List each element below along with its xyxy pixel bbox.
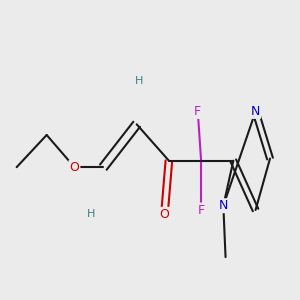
Text: O: O [70, 160, 80, 174]
Text: H: H [135, 76, 143, 86]
Text: N: N [219, 199, 228, 212]
Text: N: N [251, 105, 260, 118]
Text: F: F [197, 203, 205, 217]
Text: H: H [87, 209, 95, 219]
Text: O: O [160, 208, 170, 221]
Text: F: F [194, 105, 201, 118]
